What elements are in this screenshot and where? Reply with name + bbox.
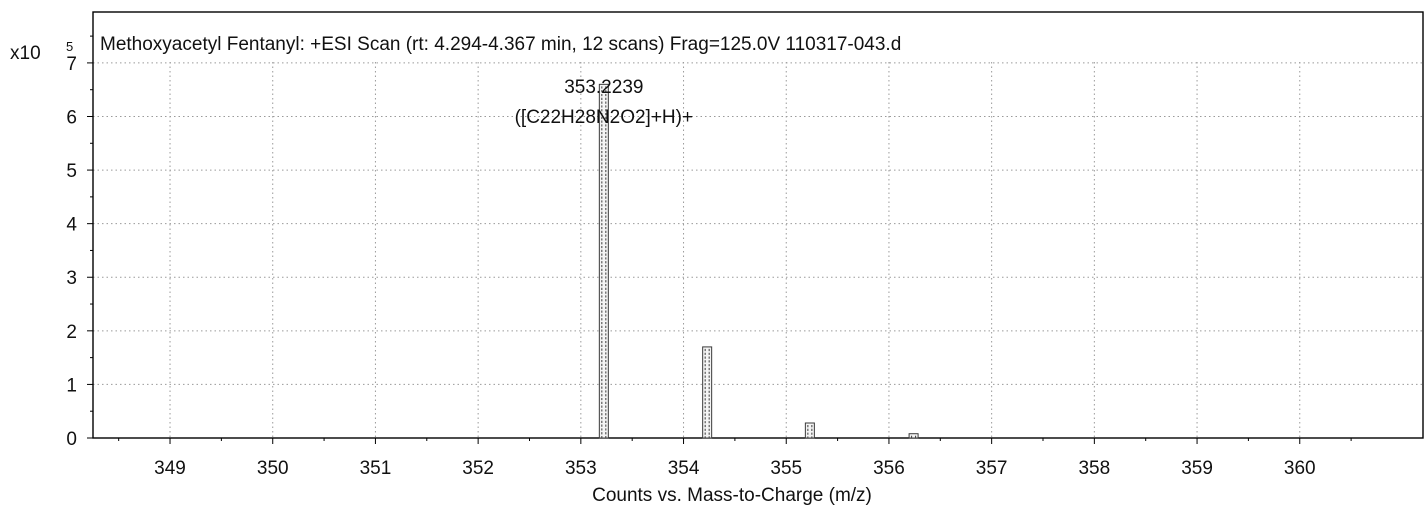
peak-annotations: 353.2239 ([C22H28N2O2]+H)+	[515, 77, 693, 128]
spectrum-peak	[598, 83, 609, 439]
x-tick-label: 356	[873, 458, 905, 479]
x-tick-label: 353	[565, 458, 597, 479]
x-tick-label: 350	[257, 458, 289, 479]
y-tick-label: 1	[66, 375, 77, 396]
x-tick-label: 358	[1078, 458, 1110, 479]
x-tick-label: 355	[770, 458, 802, 479]
peak-bar	[908, 433, 919, 439]
y-tick-label: 3	[66, 268, 77, 289]
x-tick-label: 352	[462, 458, 494, 479]
peak-bar	[702, 346, 713, 439]
y-multiplier-exponent: 5	[66, 39, 73, 54]
y-tick-label: 6	[66, 107, 77, 128]
y-tick-label: 5	[66, 161, 77, 182]
spectrum-peak	[702, 346, 713, 439]
peak-formula-label: ([C22H28N2O2]+H)+	[515, 107, 693, 128]
spectrum-peak	[804, 422, 815, 439]
spectrum-peak	[908, 433, 919, 439]
x-tick-label: 349	[154, 458, 186, 479]
x-tick-label: 360	[1284, 458, 1316, 479]
x-tick-label: 354	[668, 458, 700, 479]
y-axis: 0 1 2 3 4 5 6 7	[66, 35, 93, 450]
x-tick-label: 357	[976, 458, 1008, 479]
peak-series	[598, 83, 919, 439]
peak-mz-label: 353.2239	[564, 77, 643, 98]
peak-bar	[804, 422, 815, 439]
x-axis: 349 350 351 352 353 354 355 356 357 358 359 360	[118, 438, 1352, 479]
x-tick-label: 359	[1181, 458, 1213, 479]
chart-title: Methoxyacetyl Fentanyl: +ESI Scan (rt: 4…	[100, 34, 901, 55]
y-tick-label: 7	[66, 54, 77, 75]
peak-bar	[598, 83, 609, 439]
x-tick-label: 351	[360, 458, 392, 479]
grid-lines	[93, 62, 1423, 438]
y-tick-label: 2	[66, 322, 77, 343]
x-axis-label: Counts vs. Mass-to-Charge (m/z)	[592, 485, 872, 506]
y-tick-label: 4	[66, 215, 77, 236]
y-multiplier-base: x10	[10, 43, 41, 64]
y-tick-label: 0	[66, 429, 77, 450]
plot-area-frame	[92, 11, 1424, 439]
